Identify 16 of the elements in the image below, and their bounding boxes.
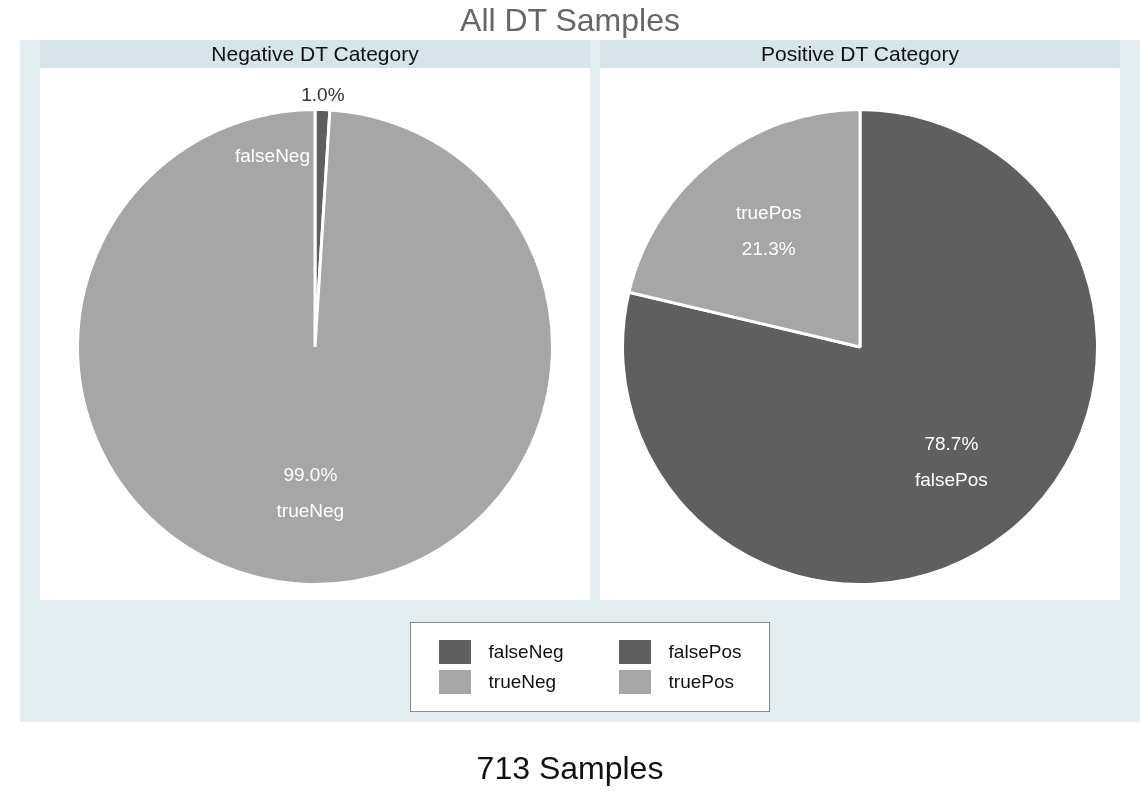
text: 713 Samples [475,750,665,787]
chart-title: Positive DT Category [600,40,1120,68]
slice-label: falsePos [914,468,988,490]
legend-label: falseNeg [488,641,564,663]
data-label: 21.3% [741,237,796,259]
legend-label: falsePos [668,641,742,663]
slice-label: truePos [735,201,802,223]
category-label: falseNeg [235,145,310,167]
text: All DT Samples [459,2,681,39]
chart-title: Negative DT Category [40,40,590,68]
legend-label: truePos [668,671,735,693]
data-label: 78.7% [924,432,979,454]
data-label: 1.0% [301,83,345,105]
legend-label: trueNeg [488,671,557,693]
data-label: 99.0% [283,464,338,486]
slice-label: trueNeg [276,500,345,522]
